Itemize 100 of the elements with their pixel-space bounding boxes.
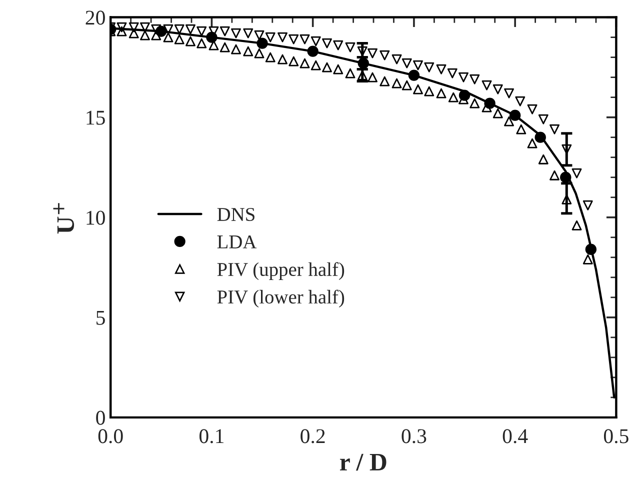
point xyxy=(582,200,593,210)
x-tick-label: 0.4 xyxy=(502,429,528,444)
point xyxy=(424,86,434,96)
point xyxy=(310,36,321,46)
point xyxy=(307,46,318,57)
point xyxy=(231,28,241,38)
point xyxy=(151,24,162,34)
point xyxy=(436,88,446,98)
point xyxy=(447,68,458,78)
point xyxy=(448,92,458,102)
point xyxy=(345,42,356,52)
point xyxy=(413,84,423,94)
point xyxy=(357,46,368,56)
point xyxy=(288,34,299,44)
point xyxy=(509,110,521,121)
point xyxy=(562,194,572,204)
point xyxy=(140,22,150,32)
point xyxy=(310,60,321,70)
point xyxy=(504,88,514,98)
point xyxy=(402,80,412,90)
point xyxy=(186,24,196,34)
legend-label: PIV (lower half) xyxy=(217,290,344,308)
point xyxy=(163,32,174,42)
point xyxy=(516,124,526,134)
point xyxy=(492,108,503,118)
point xyxy=(413,60,423,70)
point xyxy=(288,56,299,66)
point xyxy=(140,30,150,40)
y-tick-label: 0 xyxy=(96,410,105,425)
point xyxy=(550,170,560,180)
point xyxy=(174,34,184,44)
point xyxy=(116,22,127,32)
point xyxy=(243,46,254,56)
point xyxy=(582,254,593,264)
x-axis-title: r / D xyxy=(340,454,386,471)
point xyxy=(322,62,332,72)
x-tick-label: 0.2 xyxy=(300,429,325,444)
point xyxy=(492,84,503,94)
point xyxy=(300,58,310,68)
y-tick-label: 15 xyxy=(86,110,105,125)
point xyxy=(265,32,276,42)
point xyxy=(515,96,526,106)
y-tick-label: 20 xyxy=(86,10,105,25)
x-tick-label: 0.5 xyxy=(604,429,628,444)
point xyxy=(333,64,344,74)
point xyxy=(278,54,288,64)
legend-label: LDA xyxy=(217,235,257,248)
point xyxy=(300,34,310,44)
point xyxy=(534,132,546,143)
point xyxy=(357,70,368,80)
point xyxy=(243,28,254,38)
point xyxy=(196,26,207,36)
point xyxy=(333,40,344,50)
point xyxy=(392,78,402,88)
point xyxy=(392,54,402,64)
point xyxy=(470,98,480,108)
point xyxy=(163,24,174,34)
point xyxy=(265,52,276,62)
point xyxy=(278,32,288,42)
point xyxy=(358,58,370,69)
x-tick-label: 0.3 xyxy=(402,429,426,444)
point xyxy=(322,38,332,48)
point xyxy=(368,72,378,82)
point xyxy=(585,244,597,255)
x-tick-label: 0.1 xyxy=(199,429,224,444)
y-axis-title: U$^{+}$ xyxy=(53,203,74,234)
point xyxy=(572,220,582,230)
point xyxy=(482,80,492,90)
point xyxy=(220,42,230,52)
point xyxy=(550,124,560,134)
point xyxy=(527,138,538,148)
point xyxy=(231,44,241,54)
point xyxy=(504,116,514,126)
y-tick-label: 10 xyxy=(86,210,105,225)
point xyxy=(572,168,582,178)
point xyxy=(380,50,390,60)
point xyxy=(402,58,412,68)
point xyxy=(220,26,230,36)
point xyxy=(368,48,378,58)
point xyxy=(186,36,196,46)
point xyxy=(560,172,572,183)
point xyxy=(408,70,420,81)
point xyxy=(345,68,356,78)
point xyxy=(458,72,468,82)
legend-label: DNS xyxy=(217,208,254,222)
y-tick-label: 5 xyxy=(96,310,105,325)
point xyxy=(470,74,480,84)
point xyxy=(254,30,264,40)
point xyxy=(380,76,390,86)
point xyxy=(424,62,434,72)
point xyxy=(538,114,548,124)
point xyxy=(196,38,207,48)
x-tick-label: 0.0 xyxy=(98,429,123,444)
point xyxy=(562,144,572,154)
legend-label: PIV (upper half) xyxy=(217,262,344,280)
point xyxy=(254,48,264,58)
point xyxy=(527,104,538,114)
point xyxy=(436,64,446,74)
point xyxy=(538,154,548,164)
point xyxy=(208,40,219,50)
